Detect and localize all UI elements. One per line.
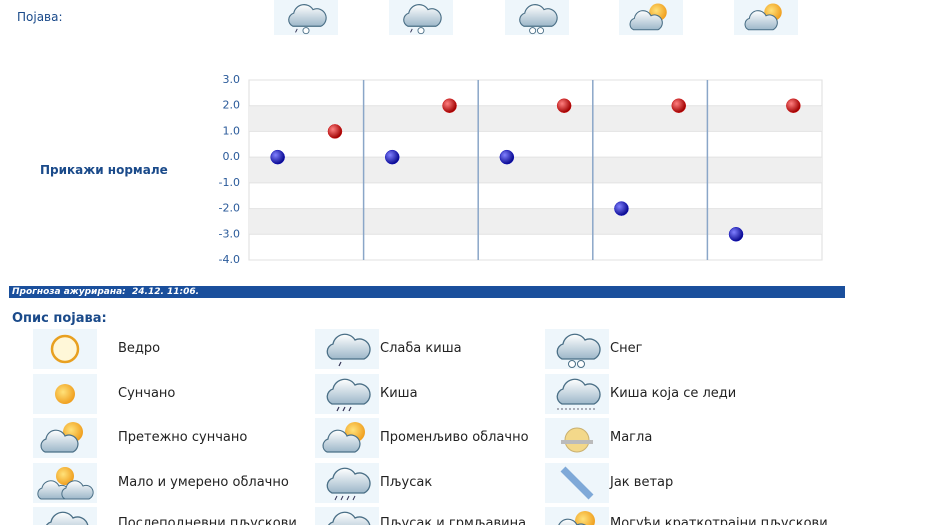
weather-icon bbox=[505, 0, 569, 35]
update-text: Прогноза ажурирана: 24.12. 11:06. bbox=[12, 287, 200, 297]
legend-text: Снег bbox=[610, 341, 643, 356]
data-point bbox=[499, 149, 515, 165]
weather-icon bbox=[389, 0, 453, 35]
legend-title: Опис појава: bbox=[12, 311, 107, 326]
data-point bbox=[385, 149, 400, 165]
data-point bbox=[671, 98, 686, 113]
legend-icon bbox=[545, 463, 609, 503]
legend-icon bbox=[33, 329, 97, 369]
legend-icon bbox=[315, 374, 379, 414]
legend-icon bbox=[315, 329, 379, 369]
y-tick-label: 1.0 bbox=[223, 124, 241, 137]
legend-icon bbox=[33, 418, 97, 458]
show-normals-link[interactable]: Прикажи нормале bbox=[40, 163, 168, 177]
grid-band bbox=[249, 157, 822, 183]
legend-text: Јак ветар bbox=[610, 475, 674, 490]
legend-text: Киша bbox=[380, 386, 418, 401]
legend-icon bbox=[315, 463, 379, 503]
update-bar: Прогноза ажурирана: 24.12. 11:06. bbox=[9, 286, 845, 298]
legend-icon bbox=[33, 507, 97, 525]
legend-text: Послеподневни пљускови bbox=[118, 516, 297, 525]
legend-text: Мало и умерено облачно bbox=[118, 475, 289, 490]
data-point bbox=[270, 149, 285, 165]
legend-icon bbox=[545, 374, 609, 414]
legend-icon bbox=[315, 418, 379, 458]
legend-text: Киша која се леди bbox=[610, 386, 737, 401]
grid-band bbox=[249, 105, 822, 132]
weather-icon bbox=[274, 0, 338, 35]
weather-icon bbox=[619, 0, 683, 35]
legend-text: Претежно сунчано bbox=[118, 430, 248, 445]
legend-icon bbox=[315, 507, 379, 525]
y-tick-label: -3.0 bbox=[219, 227, 240, 240]
y-tick-label: -1.0 bbox=[219, 176, 240, 189]
legend-text: Могући краткотрајни пљускови bbox=[610, 516, 828, 525]
y-tick-label: 0.0 bbox=[223, 150, 241, 163]
y-tick-label: -2.0 bbox=[219, 202, 240, 215]
y-tick-label: 2.0 bbox=[223, 99, 241, 112]
legend-icon bbox=[545, 507, 609, 525]
weather-icon bbox=[734, 0, 798, 35]
header-label: Појава: bbox=[17, 10, 63, 24]
data-point bbox=[614, 201, 629, 216]
data-point bbox=[442, 98, 457, 113]
data-point bbox=[728, 227, 744, 242]
legend-text: Слаба киша bbox=[380, 341, 462, 356]
grid-band bbox=[249, 208, 822, 235]
legend-text: Сунчано bbox=[118, 386, 176, 401]
legend-text: Магла bbox=[610, 430, 653, 445]
legend-icon bbox=[33, 463, 97, 503]
legend-text: Ведро bbox=[118, 341, 161, 356]
data-point bbox=[556, 98, 572, 113]
data-point bbox=[786, 98, 801, 113]
legend-text: Пљусак bbox=[380, 475, 433, 490]
legend-icon bbox=[545, 329, 609, 369]
y-tick-label: 3.0 bbox=[223, 73, 241, 86]
chart: 3.0 2.0 1.0 0.0 -1.0 -2.0 -3.0 -4.0 bbox=[219, 73, 823, 266]
legend-icon bbox=[545, 418, 609, 458]
y-tick-label: -4.0 bbox=[219, 253, 240, 266]
legend-text: Променљиво облачно bbox=[380, 430, 529, 445]
data-point bbox=[327, 124, 343, 139]
legend-text: Пљусак и грмљавина bbox=[380, 516, 527, 525]
legend-icon bbox=[33, 374, 97, 414]
